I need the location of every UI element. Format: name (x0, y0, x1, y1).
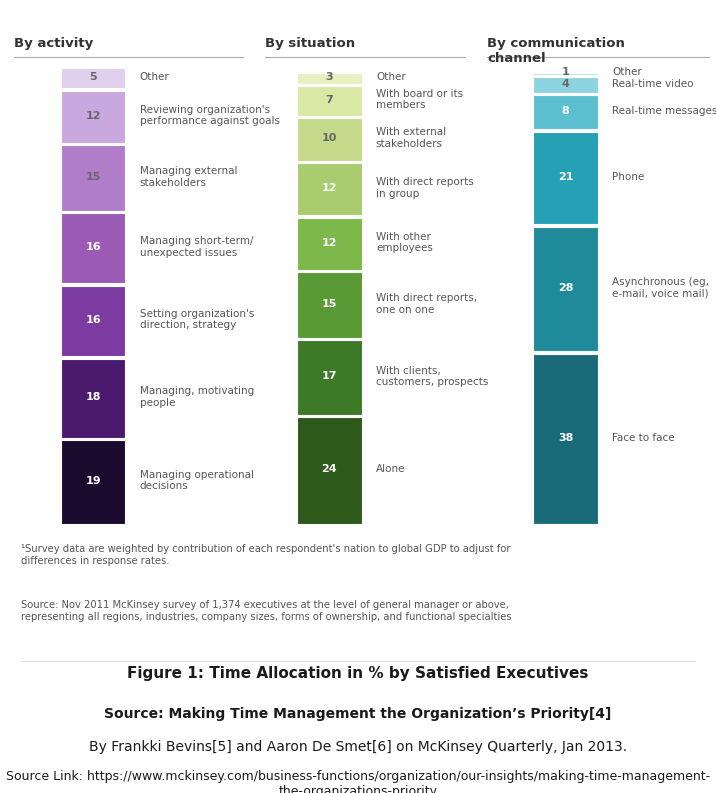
Text: 8: 8 (562, 106, 569, 116)
Text: By communication
channel: By communication channel (487, 36, 625, 65)
Bar (61, 145, 125, 211)
Bar (533, 73, 598, 75)
Bar (533, 77, 598, 93)
Bar (61, 68, 125, 88)
Text: Real-time video: Real-time video (612, 79, 694, 89)
Bar (533, 354, 598, 523)
Text: 12: 12 (85, 110, 101, 121)
Bar (61, 91, 125, 143)
Text: By activity: By activity (14, 36, 94, 50)
Text: Other: Other (612, 67, 642, 78)
Text: 19: 19 (85, 476, 101, 485)
Text: 18: 18 (85, 392, 101, 402)
Text: Managing operational
decisions: Managing operational decisions (140, 470, 253, 492)
Text: 4: 4 (562, 79, 569, 89)
Text: Face to face: Face to face (612, 433, 674, 442)
Bar (533, 95, 598, 129)
Text: With clients,
customers, prospects: With clients, customers, prospects (376, 366, 488, 387)
Bar (297, 163, 362, 216)
Bar (297, 86, 362, 116)
Text: Asynchronous (eg,
e-mail, voice mail): Asynchronous (eg, e-mail, voice mail) (612, 277, 709, 299)
Text: ¹Survey data are weighted by contribution of each respondent's nation to global : ¹Survey data are weighted by contributio… (21, 544, 511, 566)
Text: By situation: By situation (265, 36, 355, 50)
Text: Managing, motivating
people: Managing, motivating people (140, 386, 254, 408)
Text: 1: 1 (562, 67, 569, 78)
Text: With direct reports,
one on one: With direct reports, one on one (376, 293, 477, 315)
Text: 17: 17 (321, 371, 337, 381)
Bar (297, 340, 362, 415)
Text: 16: 16 (85, 242, 101, 252)
Text: With board or its
members: With board or its members (376, 89, 463, 110)
Bar (61, 440, 125, 523)
Text: 16: 16 (85, 315, 101, 324)
Bar (533, 132, 598, 224)
Text: 7: 7 (326, 94, 333, 105)
Text: With external
stakeholders: With external stakeholders (376, 128, 446, 149)
Text: With direct reports
in group: With direct reports in group (376, 178, 474, 199)
Text: Figure 1: Time Allocation in % by Satisfied Executives: Figure 1: Time Allocation in % by Satisf… (127, 666, 589, 681)
Bar (61, 358, 125, 438)
Text: 15: 15 (321, 299, 337, 308)
Bar (297, 272, 362, 338)
Text: Source Link: https://www.mckinsey.com/business-functions/organization/our-insigh: Source Link: https://www.mckinsey.com/bu… (6, 770, 710, 793)
Text: Reviewing organization's
performance against goals: Reviewing organization's performance aga… (140, 105, 280, 126)
Text: Other: Other (140, 72, 170, 82)
Text: Managing external
stakeholders: Managing external stakeholders (140, 166, 237, 188)
Text: Other: Other (376, 72, 406, 82)
Bar (533, 227, 598, 351)
Text: With other
employees: With other employees (376, 232, 432, 253)
Text: 15: 15 (85, 172, 101, 182)
Text: Managing short-term/
unexpected issues: Managing short-term/ unexpected issues (140, 236, 253, 258)
Text: 24: 24 (321, 465, 337, 474)
Text: By Frankki Bevins[5] and Aaron De Smet[6] on McKinsey Quarterly, Jan 2013.: By Frankki Bevins[5] and Aaron De Smet[6… (89, 740, 627, 753)
Text: Source: Nov 2011 McKinsey survey of 1,374 executives at the level of general man: Source: Nov 2011 McKinsey survey of 1,37… (21, 600, 512, 622)
Bar (61, 286, 125, 356)
Bar (297, 73, 362, 84)
Text: Alone: Alone (376, 465, 405, 474)
Text: 3: 3 (326, 72, 333, 82)
Text: Phone: Phone (612, 172, 644, 182)
Text: 5: 5 (90, 72, 97, 82)
Bar (61, 213, 125, 283)
Text: Source: Making Time Management the Organization’s Priority[4]: Source: Making Time Management the Organ… (105, 707, 611, 721)
Text: Setting organization's
direction, strategy: Setting organization's direction, strate… (140, 308, 254, 331)
Bar (297, 417, 362, 523)
Text: 28: 28 (558, 283, 574, 293)
Text: 12: 12 (321, 238, 337, 247)
Text: Real-time messages: Real-time messages (612, 106, 716, 116)
Bar (297, 118, 362, 161)
Text: 21: 21 (558, 172, 574, 182)
Text: 38: 38 (558, 433, 574, 442)
Text: 12: 12 (321, 183, 337, 193)
Bar (297, 218, 362, 270)
Text: 10: 10 (321, 133, 337, 144)
